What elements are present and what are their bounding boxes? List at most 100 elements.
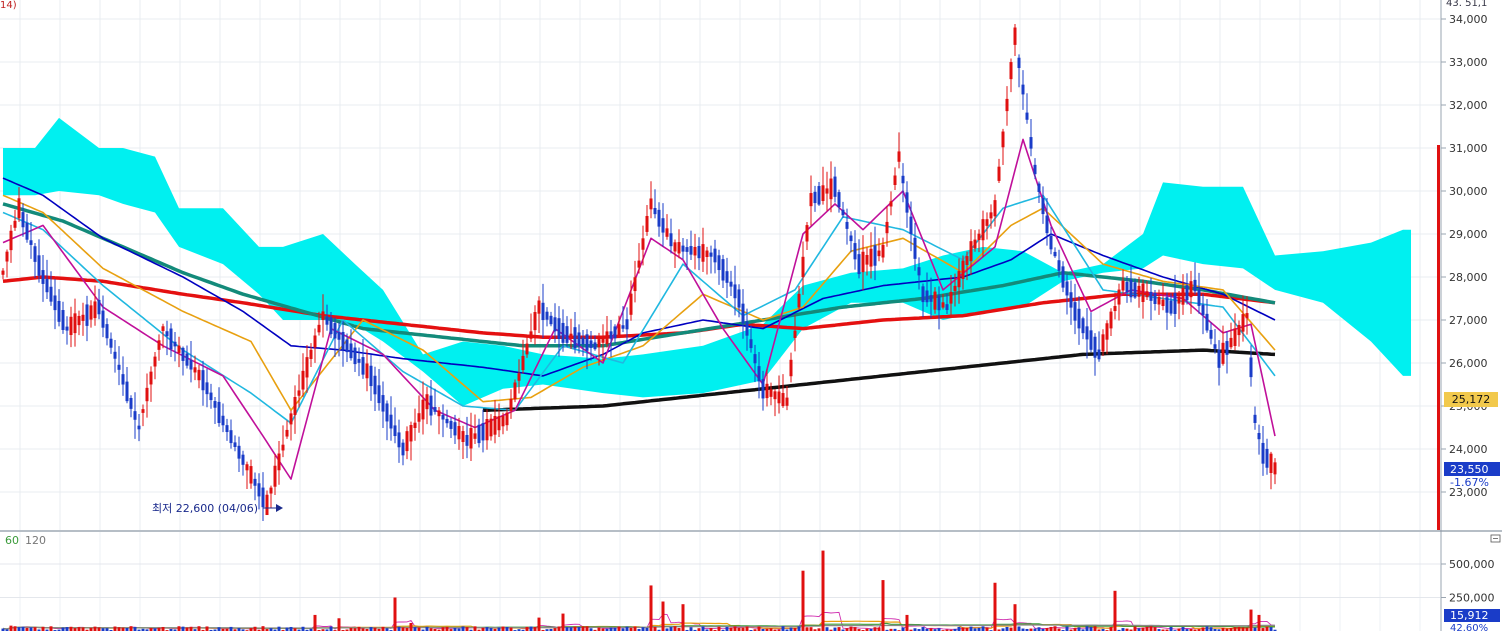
volume-bar	[553, 628, 557, 631]
candle-body	[1181, 288, 1185, 305]
candle-body	[1141, 283, 1145, 303]
volume-bar	[129, 626, 133, 631]
candle-body	[573, 327, 577, 349]
candle-body	[1073, 302, 1077, 321]
volume-bar	[645, 627, 649, 631]
candle-body	[505, 412, 509, 426]
candle-body	[625, 319, 629, 330]
candle-body	[57, 300, 61, 322]
volume-bar	[849, 626, 853, 631]
candle-body	[897, 151, 901, 162]
candle-body	[937, 295, 941, 311]
candle-body	[337, 331, 341, 340]
candle-body	[1113, 306, 1117, 312]
volume-bar	[905, 614, 909, 631]
volume-bar	[1229, 627, 1233, 631]
candle-body	[81, 314, 85, 321]
candle-body	[61, 310, 65, 330]
volume-bar	[977, 627, 981, 631]
price-axis-labels: 34,000 33,000 32,000 31,000 30,000 29,000 28,0…	[1441, 13, 1488, 499]
candle-body	[281, 444, 285, 451]
volume-bar	[809, 627, 813, 631]
volume-bar	[1125, 628, 1129, 631]
volume-bar	[221, 628, 225, 631]
candle-body	[445, 418, 449, 424]
candle-body	[245, 464, 249, 471]
candle-body	[861, 251, 865, 273]
candle-body	[449, 420, 453, 429]
volume-bar	[1265, 626, 1269, 631]
candle-body	[905, 192, 909, 213]
volume-bar	[1185, 629, 1189, 631]
candle-body	[569, 333, 573, 339]
candle-body	[1129, 279, 1133, 298]
candle-body	[777, 391, 781, 404]
candle-body	[345, 339, 349, 353]
volume-bar	[753, 629, 757, 631]
candle-body	[685, 247, 689, 252]
volume-bar	[145, 629, 149, 631]
volume-bar	[101, 628, 105, 631]
candle-body	[521, 355, 525, 371]
volume-bar	[913, 628, 917, 631]
volume-bar	[1113, 590, 1117, 631]
volume-bar	[13, 626, 17, 631]
candle-body	[1017, 57, 1021, 69]
volume-bar	[589, 628, 593, 631]
volume-bar	[669, 627, 673, 631]
volume-bar	[349, 627, 353, 631]
candle-body	[617, 324, 621, 336]
candle-body	[1045, 215, 1049, 234]
candle-body	[1193, 279, 1197, 292]
volume-bar	[73, 628, 77, 631]
candle-body	[769, 389, 773, 397]
volume-bar	[325, 629, 329, 631]
volume-bar	[1181, 627, 1185, 631]
candle-body	[169, 328, 173, 350]
candle-body	[473, 433, 477, 439]
volume-bar	[525, 626, 529, 631]
volume-bar	[69, 626, 73, 631]
candle-body	[1049, 235, 1053, 250]
candle-body	[53, 295, 57, 311]
volume-bar	[717, 626, 721, 631]
volume-bar	[1189, 628, 1193, 631]
volume-bar	[1085, 626, 1089, 631]
candle-body	[641, 238, 645, 250]
candle-body	[425, 394, 429, 410]
candle-body	[113, 351, 117, 359]
volume-bar	[277, 626, 281, 631]
candle-body	[577, 332, 581, 347]
volume-bar	[141, 628, 145, 631]
volume-bar	[285, 627, 289, 631]
volume-bar	[541, 629, 545, 631]
candle-body	[349, 343, 353, 359]
volume-bar	[689, 627, 693, 631]
candle-body	[461, 431, 465, 442]
volume-bar	[1017, 626, 1021, 631]
volume-bar	[685, 629, 689, 631]
volume-bar	[445, 626, 449, 631]
ytick-label: 23,000	[1449, 486, 1488, 499]
candle-body	[909, 216, 913, 235]
volume-grid	[0, 532, 1440, 631]
candle-body	[857, 254, 861, 275]
volume-bar	[777, 629, 781, 631]
volume-bar	[241, 629, 245, 631]
volume-bar	[85, 629, 89, 631]
candle-body	[269, 487, 273, 494]
volume-bar	[161, 626, 165, 631]
volume-bar	[329, 626, 333, 631]
volume-bar	[641, 627, 645, 631]
volume-bar	[61, 627, 65, 631]
candle-body	[177, 345, 181, 353]
volume-bar	[969, 626, 973, 631]
volume-bar	[1057, 628, 1061, 631]
volume-bar	[253, 626, 257, 631]
volume-bar	[737, 627, 741, 631]
price-range-bar	[1437, 145, 1440, 530]
candle-body	[417, 413, 421, 422]
candle-body	[1137, 285, 1141, 297]
volume-bar	[1073, 628, 1077, 631]
candle-body	[125, 381, 129, 402]
